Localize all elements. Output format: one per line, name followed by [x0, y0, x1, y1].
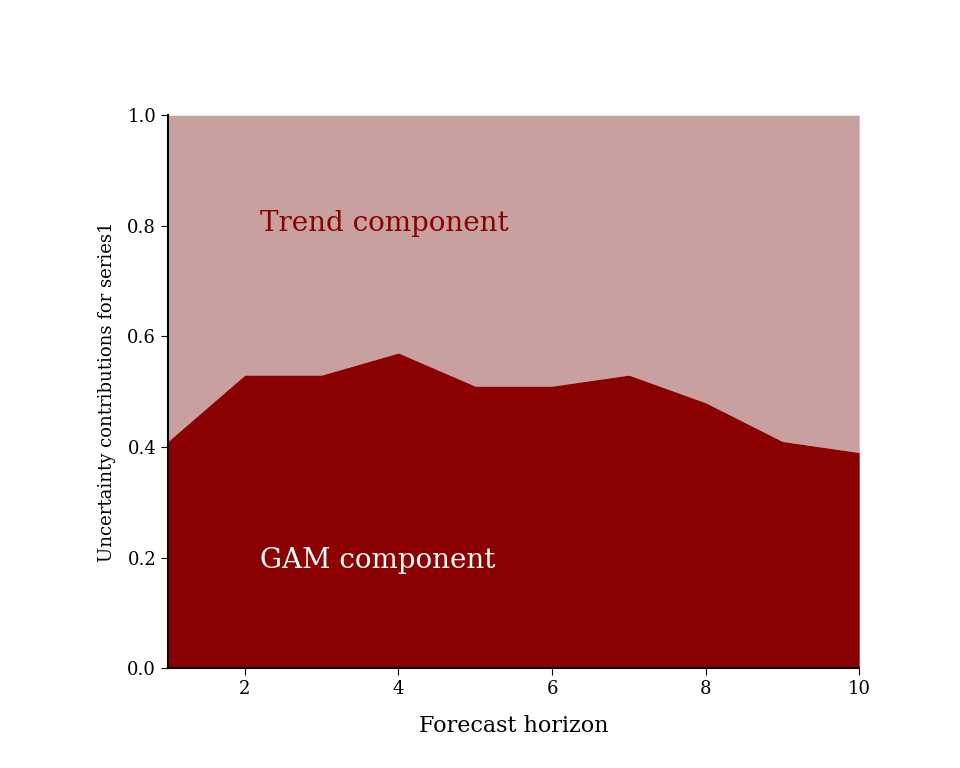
Text: Trend component: Trend component — [260, 210, 509, 237]
Text: GAM component: GAM component — [260, 547, 495, 574]
X-axis label: Forecast horizon: Forecast horizon — [419, 715, 609, 737]
Y-axis label: Uncertainty contributions for series1: Uncertainty contributions for series1 — [98, 221, 116, 562]
